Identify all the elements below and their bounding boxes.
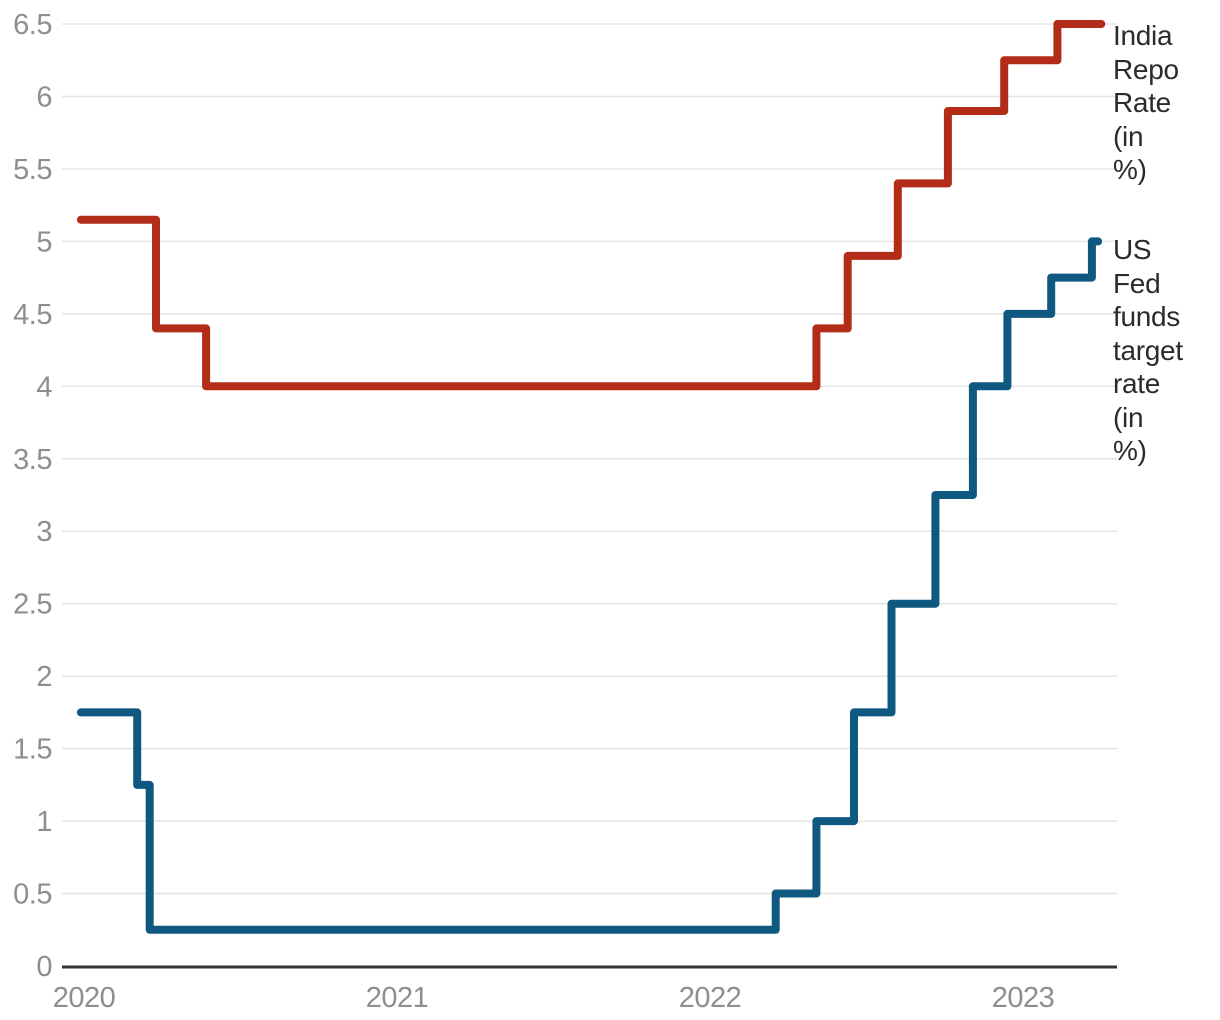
y-tick-label: 0 <box>36 951 52 983</box>
y-tick-label: 3.5 <box>13 444 52 476</box>
series-line-india-repo <box>76 20 1106 391</box>
y-tick-label: 2 <box>36 661 52 693</box>
x-tick-label-2022: 2022 <box>679 982 742 1014</box>
y-tick-label: 1 <box>36 806 52 838</box>
y-tick-label: 3 <box>36 516 52 548</box>
y-tick-label: 6.5 <box>13 9 52 41</box>
y-tick-label: 5.5 <box>13 154 52 186</box>
y-tick-label: 5 <box>36 226 52 258</box>
legend-us-fed-funds-rate: US Fed funds target rate (in %) <box>1113 234 1183 466</box>
series-line-us-fed <box>76 237 1103 934</box>
x-tick-label-2023: 2023 <box>992 982 1055 1014</box>
y-tick-label: 6 <box>36 82 52 114</box>
y-tick-label: 4.5 <box>13 299 52 331</box>
y-tick-label: 2.5 <box>13 589 52 621</box>
x-tick-label-2021: 2021 <box>366 982 429 1014</box>
y-tick-label: 1.5 <box>13 734 52 766</box>
y-tick-label: 0.5 <box>13 879 52 911</box>
legend-india-repo-rate: India Repo Rate (in %) <box>1113 20 1179 185</box>
y-tick-label: 4 <box>36 371 52 403</box>
x-tick-label-2020: 2020 <box>53 982 116 1014</box>
